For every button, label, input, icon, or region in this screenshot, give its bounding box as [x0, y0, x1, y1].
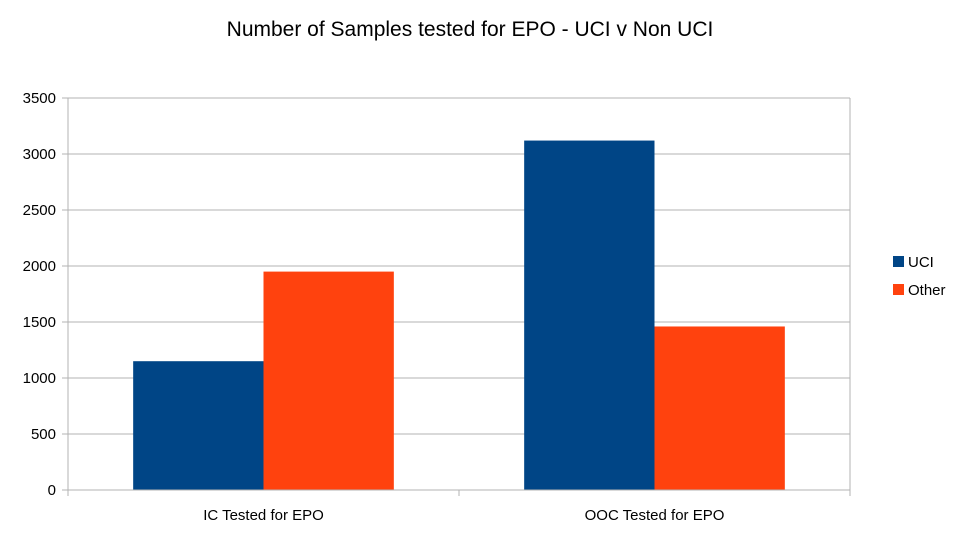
bar-uci-1: [133, 361, 264, 490]
x-axis-category-labels: IC Tested for EPO OOC Tested for EPO: [203, 507, 724, 524]
bar-other-1: [263, 271, 394, 490]
axes: [62, 97, 851, 496]
legend-label-uci: UCI: [908, 254, 934, 271]
legend-label-other: Other: [908, 282, 946, 299]
bar-other-2: [654, 326, 785, 490]
x-category-label: IC Tested for EPO: [203, 507, 324, 524]
bar-uci-2: [524, 140, 655, 490]
y-tick-label: 500: [31, 426, 56, 443]
y-tick-label: 1500: [23, 314, 56, 331]
y-tick-label: 2000: [23, 258, 56, 275]
x-category-label: OOC Tested for EPO: [585, 507, 725, 524]
y-tick-label: 1000: [23, 370, 56, 387]
y-tick-label: 0: [48, 482, 56, 499]
legend: UCI Other: [893, 254, 946, 299]
legend-swatch-other: [893, 284, 904, 295]
legend-swatch-uci: [893, 256, 904, 267]
chart-title: Number of Samples tested for EPO - UCI v…: [226, 18, 714, 41]
y-tick-label: 2500: [23, 202, 56, 219]
bars: [133, 140, 785, 490]
y-tick-label: 3500: [23, 90, 56, 107]
y-tick-label: 3000: [23, 146, 56, 163]
y-axis-tick-labels: 0 500 1000 1500 2000 2500 3000 3500: [23, 90, 56, 499]
